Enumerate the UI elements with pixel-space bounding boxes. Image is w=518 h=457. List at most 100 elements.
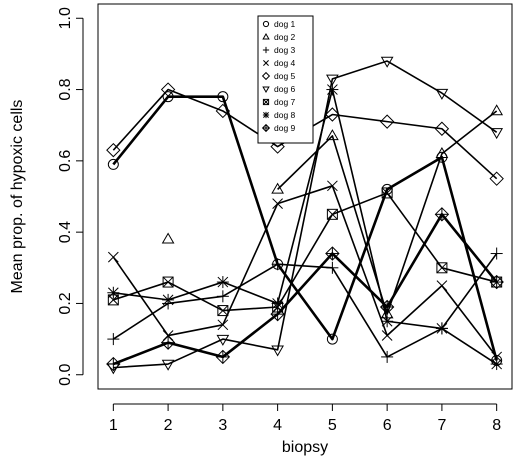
data-point xyxy=(107,333,120,346)
legend: dog 1 dog 2 dog 3 dog 4 dog 5 dog 6 dog 7 dog 8… xyxy=(257,15,314,144)
legend-marker xyxy=(262,98,270,106)
x-axis-title: biopsy xyxy=(282,439,328,456)
data-point xyxy=(490,104,504,116)
data-point xyxy=(271,182,284,194)
legend-label: dog 5 xyxy=(274,71,296,81)
data-point xyxy=(216,276,229,289)
data-point xyxy=(270,139,285,154)
legend-box xyxy=(257,15,314,144)
y-tick-label: 0.8 xyxy=(57,78,74,100)
legend-marker xyxy=(262,33,270,40)
data-point xyxy=(327,180,338,192)
y-axis-title: Mean prop. of hypoxic cells xyxy=(9,100,26,294)
data-point xyxy=(162,91,174,103)
data-point xyxy=(326,261,339,274)
data-point xyxy=(215,103,231,119)
x-tick-label: 3 xyxy=(218,417,227,434)
data-point xyxy=(326,208,338,220)
y-tick-label: 0.6 xyxy=(57,150,74,172)
data-point xyxy=(271,345,284,357)
legend-label: dog 7 xyxy=(274,97,296,107)
data-point xyxy=(216,290,229,303)
data-point xyxy=(436,280,448,291)
data-point xyxy=(326,333,338,345)
legend-marker xyxy=(261,71,271,81)
y-tick-label: 0.2 xyxy=(57,292,74,314)
data-point xyxy=(490,247,503,260)
axes-layer: 1 2 3 4 5 6 7 8 0.0 0.2 0.4 0.6 0.8 1.0 xyxy=(57,7,501,434)
data-point xyxy=(106,142,121,158)
data-point xyxy=(381,315,394,328)
data-point xyxy=(216,334,230,346)
series-dog-7 xyxy=(107,187,503,317)
data-point xyxy=(435,146,449,158)
series-line xyxy=(113,60,498,369)
legend-label: dog 2 xyxy=(274,32,296,42)
series-dog-6 xyxy=(106,56,504,375)
data-point xyxy=(160,335,176,350)
data-point xyxy=(217,305,229,317)
data-point xyxy=(326,129,339,141)
data-point xyxy=(489,274,504,290)
data-point xyxy=(489,171,504,186)
series-line xyxy=(112,213,498,366)
data-point xyxy=(490,358,503,371)
data-point xyxy=(434,121,450,136)
series-line xyxy=(113,88,498,365)
data-point xyxy=(379,299,395,315)
legend-marker xyxy=(263,60,269,66)
data-point xyxy=(161,359,175,371)
legend-marker xyxy=(262,111,270,119)
data-point xyxy=(381,330,393,341)
data-point xyxy=(434,207,450,222)
plot-area xyxy=(97,3,513,390)
legend-label: dog 6 xyxy=(274,84,296,94)
data-point xyxy=(107,286,120,299)
data-point xyxy=(162,293,175,306)
data-point xyxy=(326,83,339,96)
data-point xyxy=(270,306,285,322)
x-tick-label: 5 xyxy=(328,417,337,434)
legend-label: dog 1 xyxy=(274,19,296,29)
x-tick-label: 6 xyxy=(383,417,392,434)
series-line xyxy=(112,253,498,358)
data-point xyxy=(490,128,504,140)
data-point xyxy=(107,158,119,170)
y-tick-label: 1.0 xyxy=(57,7,74,29)
data-point xyxy=(271,258,284,271)
data-point xyxy=(435,88,449,100)
data-point xyxy=(215,349,231,365)
data-point xyxy=(381,350,394,363)
series-line xyxy=(112,95,498,361)
data-point xyxy=(162,276,174,288)
x-tick-label: 7 xyxy=(437,417,446,434)
legend-marker xyxy=(261,123,271,133)
data-point xyxy=(435,322,448,335)
series-line xyxy=(113,192,497,312)
data-point xyxy=(217,319,229,331)
legend-label: dog 3 xyxy=(274,45,296,55)
x-tick-label: 4 xyxy=(273,417,282,434)
series-dog-8 xyxy=(107,83,503,371)
y-tick-label: 0.4 xyxy=(57,221,74,243)
plot-box xyxy=(97,3,513,390)
data-point xyxy=(326,74,339,86)
data-point xyxy=(380,56,394,68)
series-dog-9 xyxy=(106,207,504,372)
legend-label: dog 8 xyxy=(274,110,296,120)
data-point xyxy=(217,91,229,103)
data-point xyxy=(107,251,119,263)
y-tick-label: 0.0 xyxy=(57,364,74,386)
series-dog-3 xyxy=(107,247,503,363)
data-point xyxy=(106,356,121,372)
data-point xyxy=(436,262,448,274)
data-point xyxy=(381,187,393,199)
legend-marker xyxy=(262,20,270,28)
legend-label: dog 4 xyxy=(274,58,296,68)
legend-marker xyxy=(262,46,270,54)
data-point xyxy=(160,82,176,97)
x-tick-label: 8 xyxy=(492,417,501,434)
x-tick-label: 2 xyxy=(164,417,173,434)
legend-marker xyxy=(262,86,270,93)
